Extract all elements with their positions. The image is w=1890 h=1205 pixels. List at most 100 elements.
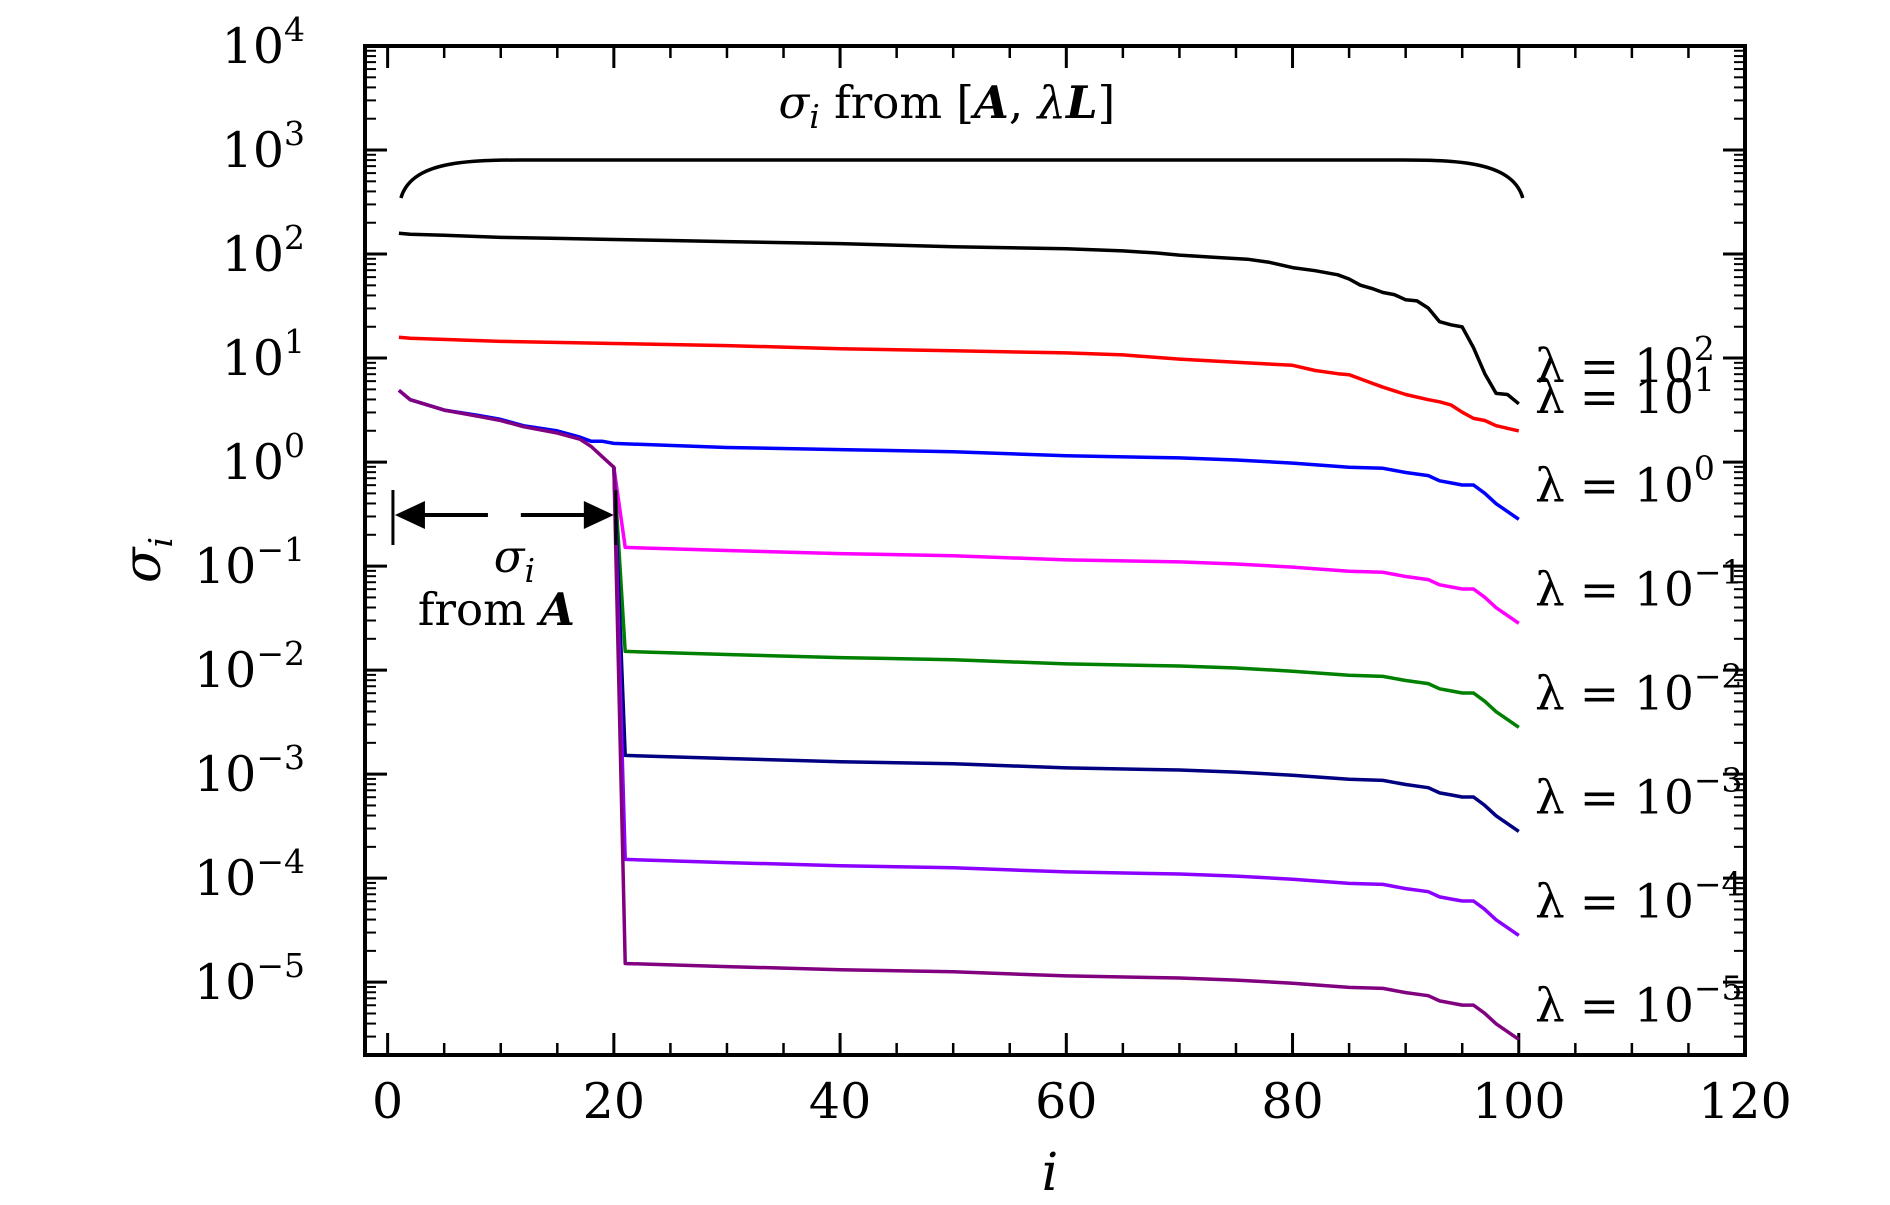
y-tick-label: 100	[222, 426, 305, 491]
series-label-prefix: λ = 10	[1535, 458, 1694, 513]
x-tick-label: 40	[809, 1073, 871, 1130]
top-brace-matrix-a: A	[970, 76, 1009, 129]
y-tick-exponent: 2	[284, 218, 305, 257]
series-label-exponent: −4	[1694, 864, 1743, 903]
y-axis-label-main: σ	[113, 546, 173, 583]
series-label-prefix: λ = 10	[1535, 339, 1694, 394]
top-brace-lambda: λ	[1035, 76, 1066, 129]
series-label-1: λ = 101	[1535, 360, 1715, 425]
y-tick-exponent: 1	[284, 322, 305, 361]
y-tick-label: 102	[222, 218, 305, 283]
series-label-prefix: λ = 10	[1535, 370, 1694, 425]
plot-frame	[363, 44, 1747, 1057]
series-label-5: λ = 10−3	[1535, 760, 1743, 825]
y-tick-base: 10	[222, 122, 284, 179]
y-tick-label: 104	[222, 10, 305, 75]
y-tick-exponent: −4	[256, 842, 305, 881]
y-tick-exponent: 0	[284, 426, 305, 465]
arrow-left-head	[394, 501, 425, 529]
series-layer	[397, 231, 1520, 1041]
x-tick-labels: 0 20 40 60 80 100 120	[372, 1073, 1792, 1130]
series-label-4: λ = 10−2	[1535, 656, 1743, 721]
series-line-0	[398, 231, 1520, 406]
x-tick-label: 0	[372, 1073, 403, 1130]
y-tick-label: 101	[222, 322, 305, 387]
series-line-3	[612, 467, 1520, 625]
arrow-matrix: A	[536, 583, 575, 636]
arrow-right-head	[583, 501, 614, 529]
y-tick-base: 10	[222, 330, 284, 387]
arrow-label-from: from A	[418, 583, 575, 636]
x-tick-label: 20	[583, 1073, 645, 1130]
series-label-exponent: −2	[1694, 656, 1743, 695]
series-label-exponent: −1	[1694, 552, 1743, 591]
y-tick-base: 10	[194, 746, 256, 803]
series-line-7	[397, 388, 1520, 1041]
svg-text:σi: σi	[113, 537, 180, 583]
y-tick-base: 10	[194, 850, 256, 907]
y-axis-label: σi	[113, 537, 180, 583]
series-label-prefix: λ = 10	[1535, 874, 1694, 929]
series-label-prefix: λ = 10	[1535, 666, 1694, 721]
y-tick-label: 10−1	[194, 530, 305, 595]
y-tick-base: 10	[222, 18, 284, 75]
y-tick-label: 10−5	[194, 946, 305, 1011]
top-brace-from: from	[820, 76, 957, 129]
series-label-3: λ = 10−1	[1535, 552, 1743, 617]
y-tick-label: 10−2	[194, 634, 305, 699]
x-tick-label: 60	[1035, 1073, 1097, 1130]
top-brace	[399, 158, 1525, 199]
arrow-label-sigma: σi	[494, 530, 535, 590]
y-tick-base: 10	[194, 642, 256, 699]
y-tick-exponent: 3	[284, 114, 305, 153]
series-label-prefix: λ = 10	[1535, 770, 1694, 825]
top-brace-sub: i	[809, 97, 820, 136]
series-label-0: λ = 102	[1535, 329, 1715, 394]
y-tick-exponent: −5	[256, 946, 305, 985]
y-tick-base: 10	[222, 226, 284, 283]
series-label-prefix: λ = 10	[1535, 978, 1694, 1033]
arrow-sigma: σ	[494, 530, 526, 583]
series-label-prefix: λ = 10	[1535, 562, 1694, 617]
series-label-6: λ = 10−4	[1535, 864, 1743, 929]
y-tick-label: 10−3	[194, 738, 305, 803]
series-label-exponent: 2	[1694, 329, 1715, 368]
x-tick-label: 100	[1472, 1073, 1566, 1130]
top-brace-label: σi from [A, λL]	[779, 76, 1116, 136]
y-tick-label: 103	[222, 114, 305, 179]
x-tick-label: 120	[1698, 1073, 1792, 1130]
arrow-from-text: from	[418, 583, 540, 636]
series-line-4	[612, 467, 1520, 729]
y-tick-exponent: −1	[256, 530, 305, 569]
x-axis-label: i	[1042, 1143, 1059, 1203]
series-label-exponent: −5	[1694, 968, 1743, 1007]
top-brace-bracket-close: ]	[1098, 76, 1116, 129]
x-tick-label: 80	[1261, 1073, 1323, 1130]
y-tick-base: 10	[194, 954, 256, 1011]
top-brace-matrix-l: L	[1064, 76, 1098, 129]
y-tick-label: 10−4	[194, 842, 305, 907]
series-line-1	[398, 335, 1520, 433]
y-axis-label-subscript: i	[141, 537, 180, 548]
y-tick-base: 10	[194, 538, 256, 595]
top-brace-comma: ,	[1009, 76, 1038, 129]
series-label-2: λ = 100	[1535, 448, 1715, 513]
series-label-exponent: 0	[1694, 448, 1715, 487]
arrow-sigma-sub: i	[524, 551, 535, 590]
series-line-6	[612, 467, 1520, 937]
series-label-exponent: −3	[1694, 760, 1743, 799]
y-tick-exponent: −3	[256, 738, 305, 777]
series-line-5	[612, 467, 1520, 833]
y-tick-exponent: 4	[284, 10, 305, 49]
series-label-7: λ = 10−5	[1535, 968, 1743, 1033]
series-label-exponent: 1	[1694, 360, 1715, 399]
top-brace-bracket-open: [	[956, 76, 974, 129]
y-tick-base: 10	[222, 434, 284, 491]
top-brace-sigma: σ	[779, 76, 811, 129]
y-tick-exponent: −2	[256, 634, 305, 673]
